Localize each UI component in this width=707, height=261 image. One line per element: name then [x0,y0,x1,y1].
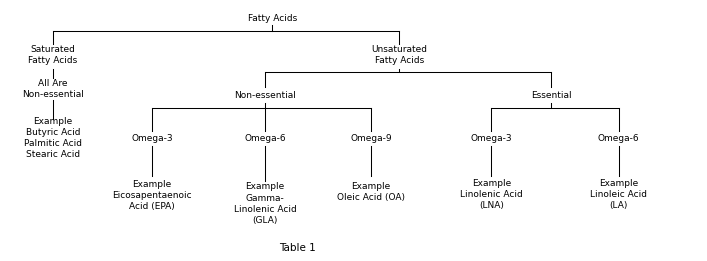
Text: Essential: Essential [531,91,572,100]
Text: Example
Butyric Acid
Palmitic Acid
Stearic Acid: Example Butyric Acid Palmitic Acid Stear… [24,117,82,159]
Text: Example
Oleic Acid (OA): Example Oleic Acid (OA) [337,182,405,202]
Text: Example
Linolenic Acid
(LNA): Example Linolenic Acid (LNA) [460,179,522,210]
Text: Table 1: Table 1 [279,243,315,253]
Text: Example
Gamma-
Linolenic Acid
(GLA): Example Gamma- Linolenic Acid (GLA) [234,182,296,225]
Text: Non-essential: Non-essential [234,91,296,100]
Text: Omega-6: Omega-6 [245,134,286,143]
Text: Omega-3: Omega-3 [132,134,173,143]
Text: Example
Linoleic Acid
(LA): Example Linoleic Acid (LA) [590,179,647,210]
Text: Omega-6: Omega-6 [598,134,639,143]
Text: Example
Eicosapentaenoic
Acid (EPA): Example Eicosapentaenoic Acid (EPA) [112,180,192,211]
Text: All Are
Non-essential: All Are Non-essential [22,79,84,99]
Text: Fatty Acids: Fatty Acids [247,14,297,23]
Text: Omega-9: Omega-9 [351,134,392,143]
Text: Saturated
Fatty Acids: Saturated Fatty Acids [28,45,78,65]
Text: Unsaturated
Fatty Acids: Unsaturated Fatty Acids [371,45,428,65]
Text: Omega-3: Omega-3 [471,134,512,143]
